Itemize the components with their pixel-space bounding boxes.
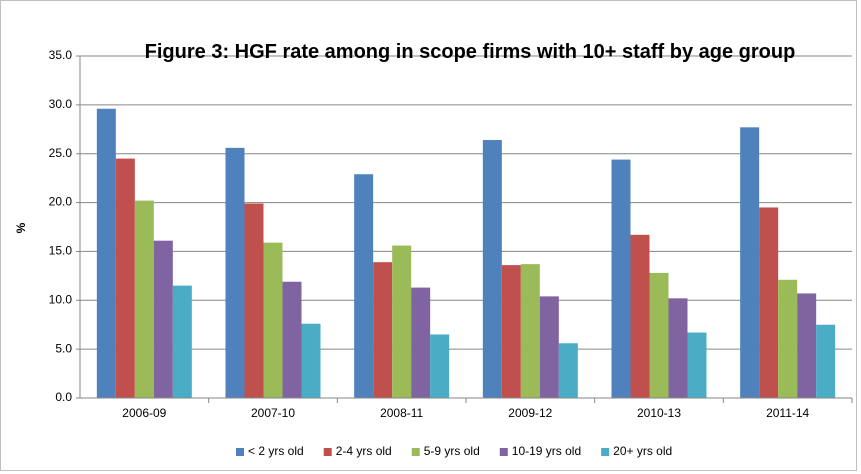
y-tick-label: 5.0 xyxy=(55,341,72,355)
y-tick-label: 10.0 xyxy=(49,292,73,306)
bar xyxy=(153,240,173,398)
bar xyxy=(740,127,760,399)
bar xyxy=(668,298,688,398)
legend-label: 5-9 yrs old xyxy=(424,444,480,458)
legend-swatch xyxy=(323,448,332,456)
bar xyxy=(611,159,631,398)
legend-swatch xyxy=(411,448,420,456)
bar xyxy=(482,140,502,398)
bar xyxy=(687,332,707,398)
bar xyxy=(816,324,836,398)
bar xyxy=(392,245,412,398)
bar xyxy=(263,242,283,398)
legend-label: < 2 yrs old xyxy=(248,444,304,458)
y-tick-label: 25.0 xyxy=(49,146,73,160)
y-tick-label: 20.0 xyxy=(49,195,73,209)
x-tick-label: 2007-10 xyxy=(251,406,295,420)
x-tick-label: 2011-14 xyxy=(766,406,809,420)
legend-label: 2-4 yrs old xyxy=(336,444,392,458)
bar xyxy=(115,158,135,398)
bar xyxy=(301,323,321,398)
y-tick-label: 0.0 xyxy=(55,390,72,404)
bar xyxy=(558,343,578,398)
bar xyxy=(354,174,374,398)
legend-swatch xyxy=(499,448,508,456)
bar xyxy=(282,281,302,398)
bar xyxy=(172,285,192,398)
bar xyxy=(134,200,154,398)
y-tick-label: 30.0 xyxy=(49,97,73,111)
bar xyxy=(244,203,264,398)
bar xyxy=(430,334,450,398)
legend-swatch xyxy=(601,448,610,456)
x-tick-label: 2010-13 xyxy=(637,406,681,420)
y-tick-label: 35.0 xyxy=(49,48,73,62)
bar xyxy=(539,296,559,398)
y-axis-label: % xyxy=(14,222,28,233)
x-tick-label: 2008-11 xyxy=(380,406,423,420)
bar xyxy=(225,147,245,398)
bar xyxy=(630,234,650,398)
x-tick-label: 2009-12 xyxy=(508,406,552,420)
legend-label: 20+ yrs old xyxy=(613,444,672,458)
legend-swatch xyxy=(236,448,244,456)
chart-title: Figure 3: HGF rate among in scope firms … xyxy=(144,41,796,63)
y-tick-label: 15.0 xyxy=(49,244,73,258)
bar xyxy=(96,108,116,398)
bar xyxy=(759,207,779,398)
bar xyxy=(778,279,798,398)
bar xyxy=(649,272,669,398)
bar xyxy=(797,293,817,398)
legend-label: 10-19 yrs old xyxy=(512,444,581,458)
x-tick-label: 2006-09 xyxy=(122,406,166,420)
bar xyxy=(373,262,393,398)
bar xyxy=(411,287,431,398)
bar xyxy=(520,264,540,398)
bar xyxy=(501,265,521,398)
